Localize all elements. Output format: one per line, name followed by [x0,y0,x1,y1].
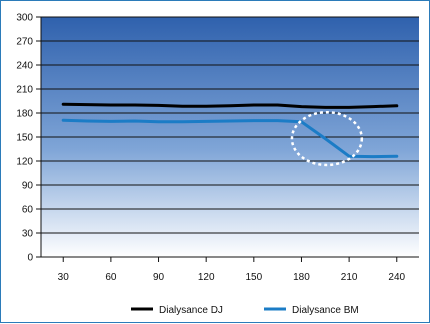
y-tick-label: 0 [27,253,33,264]
x-tick-label: 60 [105,272,117,283]
y-tick-labels: 0 30 60 90 120 150 180 210 240 270 300 [16,13,33,264]
x-tick-labels: 30 60 90 120 150 180 210 240 [58,272,406,283]
y-tick-label: 60 [22,205,34,216]
y-tick-label: 30 [22,229,34,240]
y-tick-label: 180 [16,109,33,120]
y-tick-label: 240 [16,61,33,72]
series-lines [61,102,399,159]
y-tick-label: 300 [16,13,33,24]
series-line-1 [61,102,399,109]
x-tick-label: 210 [341,272,358,283]
gridlines [41,16,419,234]
legend: Dialysance DJ Dialysance BM [131,305,359,316]
highlight-dashed-circle [290,110,364,167]
x-tick-label: 90 [153,272,165,283]
y-tick-label: 120 [16,157,33,168]
x-tick-label: 150 [245,272,262,283]
series-line-2 [61,118,399,159]
y-tick-label: 90 [22,181,34,192]
annotations [290,110,364,167]
x-tick-label: 120 [198,272,215,283]
legend-label-1: Dialysance DJ [159,305,223,316]
x-tick-label: 180 [293,272,310,283]
y-tick-label: 270 [16,37,33,48]
x-tick-label: 240 [388,272,405,283]
x-tick-label: 30 [58,272,70,283]
y-tick-label: 150 [16,133,33,144]
axes [36,16,419,262]
y-tick-label: 210 [16,85,33,96]
legend-label-2: Dialysance BM [292,305,359,316]
